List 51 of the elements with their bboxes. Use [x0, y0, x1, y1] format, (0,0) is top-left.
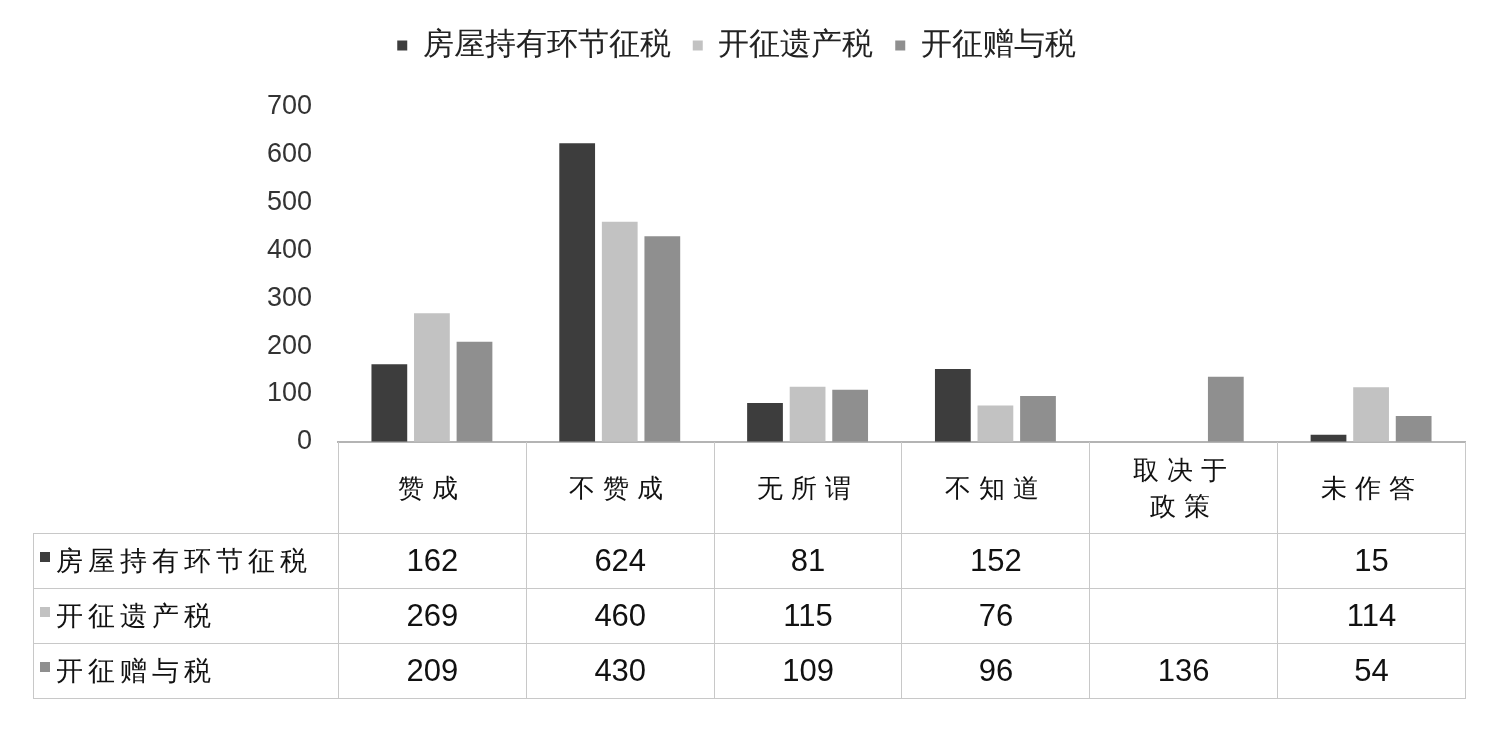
x-tick-label: 取决于政策	[1131, 453, 1236, 523]
data-label: 430	[526, 643, 715, 699]
text: 房屋持有环节征税	[56, 546, 312, 577]
y-tick-label: 400	[266, 233, 312, 264]
data-label: 162	[338, 533, 527, 589]
legend-label: 开征遗产税	[718, 26, 874, 62]
y-tick-label: 600	[266, 138, 312, 169]
bar	[414, 313, 450, 442]
bar	[371, 364, 408, 442]
y-tick-label: 200	[266, 329, 312, 360]
bar	[832, 389, 869, 442]
text: 开征赠与税	[56, 656, 216, 687]
legend-label: 开征赠与税	[920, 26, 1076, 62]
data-label: 96	[901, 643, 1090, 699]
x-tick-label: 无所谓	[756, 471, 861, 505]
data-label: 152	[901, 533, 1090, 589]
legend-label: 房屋持有环节征税	[422, 26, 671, 62]
x-tick-label: 未作答	[1319, 471, 1424, 505]
bar	[456, 341, 493, 442]
y-tick-label: 500	[266, 186, 312, 217]
bar	[934, 369, 971, 442]
y-tick-label: 0	[296, 425, 312, 456]
bar	[601, 221, 638, 442]
x-tick-label: 不赞成	[568, 471, 673, 505]
bar	[559, 143, 596, 442]
data-label: 209	[338, 643, 527, 699]
bar	[1395, 415, 1432, 442]
bar	[1207, 376, 1244, 442]
bar	[1353, 387, 1389, 442]
bar	[747, 403, 783, 442]
x-tick-label: 不知道	[943, 471, 1048, 505]
data-label: 15	[1277, 533, 1466, 589]
data-label: 460	[526, 588, 715, 644]
bar	[977, 405, 1014, 442]
bar	[789, 386, 826, 442]
data-label: 109	[714, 643, 902, 699]
y-tick-label: 100	[266, 377, 312, 408]
y-tick-label: 700	[266, 90, 312, 121]
data-label: 54	[1277, 643, 1466, 699]
bar	[644, 236, 681, 442]
data-label: 115	[714, 588, 902, 644]
data-label: 269	[338, 588, 527, 644]
text: 开征遗产税	[56, 601, 216, 632]
y-tick-label: 300	[266, 281, 312, 312]
bar	[1020, 395, 1056, 442]
data-label: 136	[1089, 643, 1278, 699]
data-label: 114	[1277, 588, 1466, 644]
x-tick-label: 赞成	[397, 471, 468, 505]
data-label: 624	[526, 533, 715, 589]
data-label: 76	[901, 588, 1090, 644]
data-label: 81	[714, 533, 902, 589]
